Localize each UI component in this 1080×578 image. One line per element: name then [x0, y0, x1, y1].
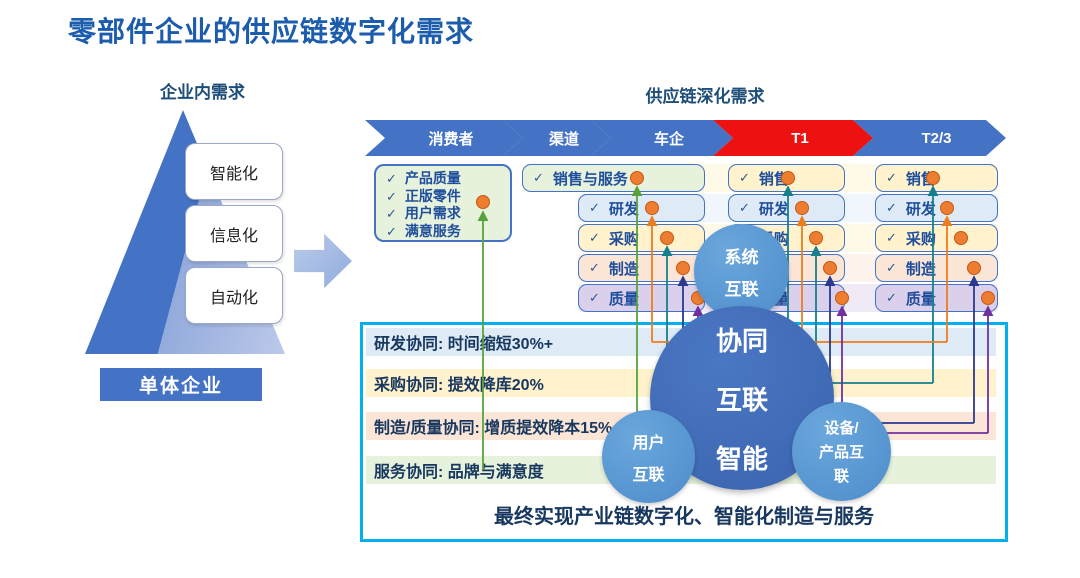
pyramid-level-auto: 自动化: [185, 267, 283, 324]
right-arrow-shape: [294, 233, 352, 289]
row-t23-quality: ✓ 质量: [875, 284, 998, 312]
row-channel-manufacturing: ✓ 制造: [578, 254, 705, 282]
check-icon: ✓: [589, 290, 600, 305]
pyramid-level-smart: 智能化: [185, 143, 283, 200]
pyramid-level-info: 信息化: [185, 205, 283, 262]
row-channel-quality: ✓ 质量: [578, 284, 705, 312]
row-t23-sales: ✓ 销售: [875, 164, 998, 192]
check-icon: ✓: [739, 200, 750, 215]
consumer-need-item: ✓ 满意服务: [386, 222, 461, 239]
chain-step-consumer: 消费者: [365, 120, 523, 156]
row-t1-sales: ✓ 销售: [728, 164, 845, 192]
check-icon: ✓: [589, 230, 600, 245]
check-icon: ✓: [386, 188, 397, 204]
circle-user-interconnect: 用户 互联: [602, 410, 695, 503]
right-section-title: 供应链深化需求: [645, 87, 765, 106]
check-icon: ✓: [886, 290, 897, 305]
chain-step-t1: T1: [713, 120, 873, 156]
row-t23-procurement: ✓ 采购: [875, 224, 998, 252]
check-icon: ✓: [589, 260, 600, 275]
row-t23-manufacturing: ✓ 制造: [875, 254, 998, 282]
row-channel-rd: ✓ 研发: [578, 194, 705, 222]
circle-system-interconnect: 系统 互联: [694, 224, 789, 319]
circle-device-product-interconnect: 设备/ 产品互 联: [792, 402, 891, 501]
check-icon: ✓: [533, 170, 544, 185]
check-icon: ✓: [386, 206, 397, 221]
consumer-needs-box: ✓ 产品质量 ✓ 正版零件 ✓ 用户需求 ✓ 满意服务: [374, 164, 512, 242]
row-t1-rd: ✓ 研发: [728, 194, 845, 222]
check-icon: ✓: [589, 200, 600, 215]
outcome-caption: 最终实现产业链数字化、智能化制造与服务: [494, 506, 874, 528]
single-enterprise-label: 单体企业: [100, 368, 262, 401]
row-t23-rd: ✓ 研发: [875, 194, 998, 222]
check-icon: ✓: [886, 200, 897, 215]
consumer-need-item: ✓ 用户需求: [386, 205, 461, 221]
row-channel-sales-service: ✓ 销售与服务: [522, 164, 705, 192]
check-icon: ✓: [739, 170, 750, 185]
consumer-need-item: ✓ 产品质量: [386, 170, 461, 186]
check-icon: ✓: [386, 223, 397, 239]
page-title: 零部件企业的供应链数字化需求: [68, 16, 475, 47]
check-icon: ✓: [886, 170, 897, 185]
chain-step-t2-3: T2/3: [853, 120, 1006, 156]
consumer-need-item: ✓ 正版零件: [386, 187, 461, 204]
check-icon: ✓: [886, 230, 897, 245]
check-icon: ✓: [386, 171, 397, 186]
chain-step-oem: 车企: [591, 120, 733, 156]
left-section-title: 企业内需求: [160, 83, 245, 102]
row-channel-procurement: ✓ 采购: [578, 224, 705, 252]
check-icon: ✓: [886, 260, 897, 275]
